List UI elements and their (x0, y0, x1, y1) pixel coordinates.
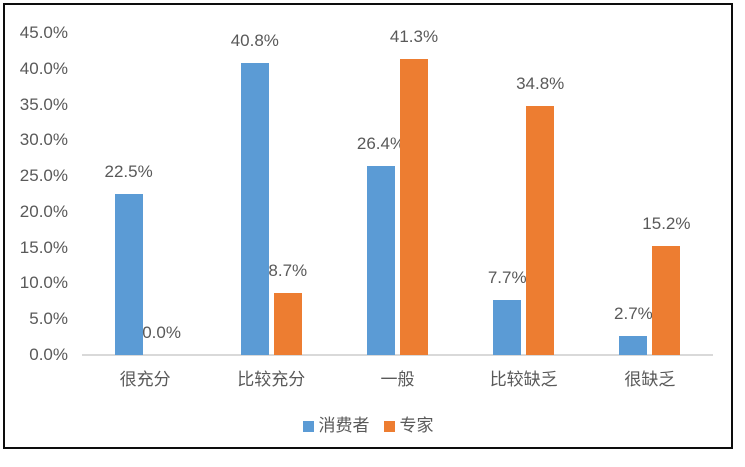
legend-label: 消费者 (318, 416, 370, 435)
legend-item: 消费者 (302, 414, 370, 438)
legend-swatch-series1 (302, 420, 314, 432)
legend-swatch-series2 (383, 420, 395, 432)
chart-frame (3, 3, 733, 449)
legend: 消费者 专家 (3, 414, 733, 438)
legend-item: 专家 (383, 414, 434, 438)
legend-label: 专家 (399, 416, 434, 435)
